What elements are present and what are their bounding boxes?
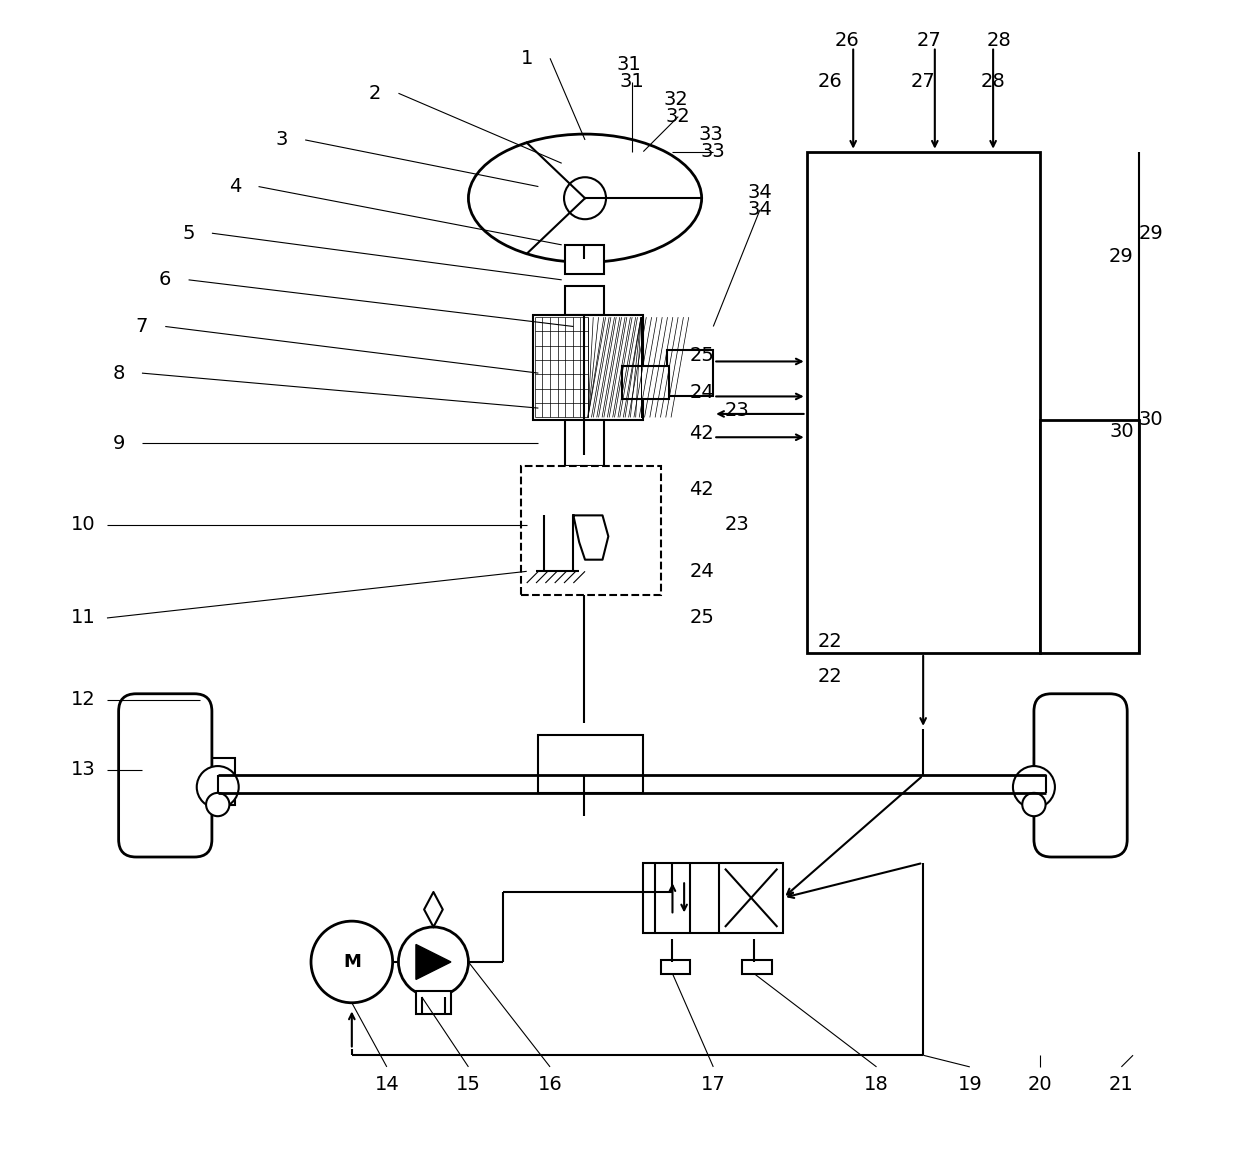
Text: 26: 26 xyxy=(835,31,859,50)
Text: 24: 24 xyxy=(689,384,714,402)
Text: 34: 34 xyxy=(748,201,773,219)
Text: 22: 22 xyxy=(817,632,842,651)
Text: 21: 21 xyxy=(1109,1075,1133,1094)
FancyBboxPatch shape xyxy=(119,694,212,857)
Text: 33: 33 xyxy=(698,125,723,143)
Bar xyxy=(565,286,604,315)
Text: 5: 5 xyxy=(182,224,195,243)
Circle shape xyxy=(564,177,606,219)
Text: 27: 27 xyxy=(916,31,941,50)
Circle shape xyxy=(206,793,229,816)
Bar xyxy=(521,466,661,595)
Bar xyxy=(1034,758,1063,805)
Bar xyxy=(565,245,604,274)
Bar xyxy=(415,991,451,1014)
Text: 31: 31 xyxy=(619,72,644,91)
Bar xyxy=(1040,420,1138,653)
Text: 16: 16 xyxy=(538,1075,563,1094)
Text: 4: 4 xyxy=(229,177,242,196)
Text: 20: 20 xyxy=(1028,1075,1052,1094)
Text: 29: 29 xyxy=(1138,224,1163,243)
Text: 7: 7 xyxy=(135,317,148,336)
Text: 23: 23 xyxy=(724,515,749,534)
Bar xyxy=(565,420,604,466)
Text: 29: 29 xyxy=(1109,247,1133,266)
Text: 26: 26 xyxy=(817,72,842,91)
Text: 30: 30 xyxy=(1109,422,1133,441)
Circle shape xyxy=(1022,793,1045,816)
Bar xyxy=(806,152,1040,653)
Text: 11: 11 xyxy=(71,609,95,627)
Polygon shape xyxy=(415,944,451,979)
Text: 22: 22 xyxy=(817,667,842,686)
Circle shape xyxy=(311,921,393,1003)
Text: 10: 10 xyxy=(72,515,95,534)
Bar xyxy=(538,735,644,793)
Bar xyxy=(667,350,713,396)
Text: 23: 23 xyxy=(724,401,749,420)
Text: 18: 18 xyxy=(864,1075,889,1094)
Text: 42: 42 xyxy=(689,480,714,499)
Text: 25: 25 xyxy=(689,609,714,627)
Text: 6: 6 xyxy=(159,271,171,289)
Text: 19: 19 xyxy=(957,1075,982,1094)
Text: 32: 32 xyxy=(663,90,688,108)
Text: 34: 34 xyxy=(748,183,773,202)
Text: 42: 42 xyxy=(689,424,714,443)
Bar xyxy=(206,758,236,805)
Text: 8: 8 xyxy=(113,364,125,382)
FancyBboxPatch shape xyxy=(1034,694,1127,857)
Text: M: M xyxy=(343,953,361,971)
Bar xyxy=(661,960,689,974)
Text: 33: 33 xyxy=(701,142,725,161)
Text: 13: 13 xyxy=(71,760,95,779)
Text: 32: 32 xyxy=(666,107,691,126)
Text: 24: 24 xyxy=(689,562,714,581)
Circle shape xyxy=(1013,766,1055,808)
Text: 25: 25 xyxy=(689,346,714,365)
Text: 12: 12 xyxy=(71,690,95,709)
Circle shape xyxy=(398,927,469,997)
Text: 31: 31 xyxy=(618,55,642,73)
Bar xyxy=(532,315,644,420)
Text: 28: 28 xyxy=(981,72,1006,91)
Text: 28: 28 xyxy=(987,31,1012,50)
Text: 30: 30 xyxy=(1138,410,1163,429)
Text: 1: 1 xyxy=(521,49,533,68)
Text: 9: 9 xyxy=(113,434,125,452)
Text: 14: 14 xyxy=(374,1075,399,1094)
Text: 17: 17 xyxy=(701,1075,725,1094)
Circle shape xyxy=(197,766,239,808)
Bar xyxy=(743,960,771,974)
Text: 27: 27 xyxy=(911,72,935,91)
Bar xyxy=(644,863,784,933)
Text: 3: 3 xyxy=(275,131,288,149)
Text: 15: 15 xyxy=(456,1075,481,1094)
Bar xyxy=(622,366,668,399)
Text: 2: 2 xyxy=(370,84,382,103)
